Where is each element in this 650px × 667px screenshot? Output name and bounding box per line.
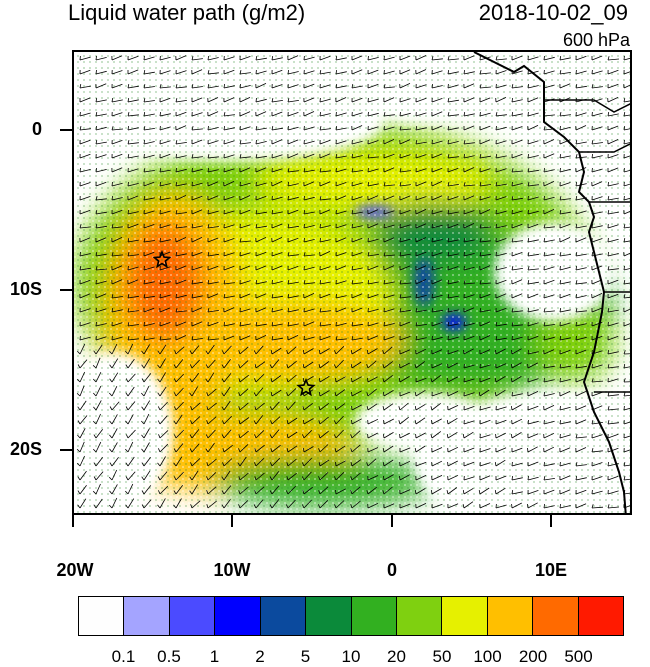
lon-tick-0 (391, 515, 393, 527)
colorbar-label-2: 1 (209, 647, 220, 666)
lon-label-10E: 10E (534, 560, 568, 580)
map-plot-area (72, 50, 632, 515)
colorbar-label-8: 100 (473, 647, 502, 666)
colorbar-label-7: 50 (432, 647, 452, 666)
lon-label-10W: 10W (213, 560, 251, 580)
colorbar-label-10: 500 (564, 647, 593, 666)
colorbar-box-9 (487, 597, 534, 635)
lon-label-20W: 20W (56, 560, 94, 580)
coastline (473, 52, 627, 513)
colorbar-label-5: 10 (341, 647, 361, 666)
colorbar-box-4 (260, 597, 307, 635)
colorbar-label-4: 5 (300, 647, 311, 666)
map-canvas (74, 52, 630, 513)
lat-label-20S: 20S (9, 439, 42, 459)
colorbar-box-6 (351, 597, 397, 635)
pressure-level: 600 hPa (562, 30, 630, 50)
colorbar-label-1: 0.5 (157, 647, 181, 666)
lat-tick-10S (60, 289, 72, 291)
lon-tick-10W (231, 515, 233, 527)
star-1-marker (152, 249, 172, 269)
country-border-1 (544, 99, 630, 113)
colorbar-box-11 (578, 597, 624, 635)
lat-label-10S: 10S (9, 279, 42, 299)
colorbar-box-1 (124, 597, 170, 635)
colorbar-label-3: 2 (255, 647, 265, 666)
map-datetime: 2018-10-02_09 (478, 0, 628, 25)
colorbar-box-3 (215, 597, 261, 635)
colorbar-box-5 (306, 597, 352, 635)
lon-label-0: 0 (386, 560, 397, 580)
lat-tick-0 (60, 129, 72, 131)
colorbar-label-0: 0.1 (111, 647, 136, 666)
colorbar-box-10 (533, 597, 579, 635)
map-title: Liquid water path (g/m2) (68, 0, 306, 25)
colorbar-label-6: 20 (387, 647, 406, 666)
colorbar-label-9: 200 (518, 647, 548, 666)
lat-label-0: 0 (31, 119, 42, 139)
lon-tick-10E (550, 515, 552, 527)
colorbar-box-7 (396, 597, 443, 635)
colorbar-box-0 (79, 597, 125, 635)
star-2-marker (296, 377, 316, 397)
lon-tick-20W (72, 515, 74, 527)
colorbar-box-2 (169, 597, 216, 635)
colorbar-box-8 (442, 597, 488, 635)
country-border-2 (579, 143, 630, 153)
lat-tick-20S (60, 449, 72, 451)
wind-barbs (76, 55, 630, 509)
colorbar (78, 596, 624, 636)
markers (152, 249, 316, 397)
